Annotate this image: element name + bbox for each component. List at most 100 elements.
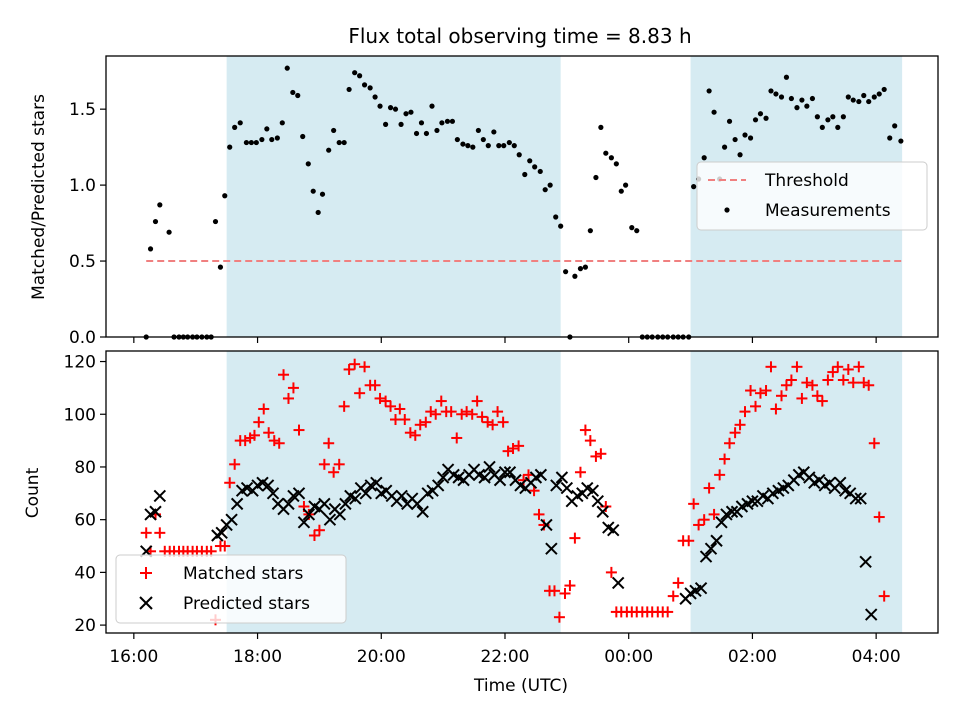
count-x-tick-label: 16:00 [109, 647, 158, 667]
predicted-star-point-b [431, 479, 445, 492]
matched-star-point [734, 419, 746, 431]
matched-star-point [750, 400, 762, 412]
matched-star-point [359, 361, 371, 373]
predicted-star-point-b [359, 487, 373, 500]
matched-star-point [873, 511, 885, 523]
predicted-star-point-b [436, 471, 450, 484]
matched-star-point [258, 403, 270, 415]
measurement-point [511, 143, 517, 149]
count-x-tick-label: 02:00 [728, 647, 777, 667]
legend-matched-label: Matched stars [183, 564, 303, 584]
measurement-point [336, 139, 342, 146]
measurement-point [315, 209, 321, 216]
measurement-point [752, 117, 759, 123]
predicted-star-point-b [498, 466, 512, 479]
measurement-point [377, 103, 383, 109]
predicted-star-point [395, 489, 408, 503]
measurement-point [876, 91, 882, 97]
measurement-point [871, 94, 877, 100]
predicted-star-point-b [282, 497, 295, 511]
matched-star-point [605, 566, 617, 578]
measurement-point [480, 136, 486, 143]
matched-star-point [533, 508, 545, 520]
measurement-point [742, 132, 748, 138]
matched-star-point [878, 590, 890, 602]
measurement-point [603, 150, 609, 156]
predicted-star-point [607, 524, 620, 537]
legend-predicted-swatch [139, 596, 153, 610]
predicted-star-point [540, 518, 553, 532]
measurement-point [248, 139, 254, 146]
matched-star-point [765, 361, 777, 373]
measurement-point [732, 136, 738, 143]
matched-star-point [796, 392, 808, 404]
predicted-star-point [715, 516, 728, 529]
measurement-point [819, 124, 825, 130]
count-x-tick-label: 04:00 [852, 647, 901, 667]
measurement-point [881, 86, 887, 93]
predicted-star-point-b [607, 524, 620, 537]
ratio-y-axis-label: Matched/Predicted stars [29, 94, 49, 300]
predicted-star-point-b [859, 555, 872, 569]
predicted-star-point [493, 473, 507, 487]
measurement-point [757, 111, 764, 117]
matched-star-point [430, 408, 442, 420]
predicted-star-point [854, 492, 867, 505]
measurement-point [840, 114, 846, 120]
predicted-star-point-b [514, 479, 527, 492]
matched-star-point [775, 390, 787, 402]
predicted-star-point [591, 495, 604, 508]
predicted-star-point [416, 505, 429, 518]
measurement-point [269, 136, 275, 143]
measurement-point [527, 158, 533, 164]
predicted-star-point-b [611, 576, 625, 590]
ratio-y-tick-label: 1.5 [69, 100, 96, 120]
measurement-point [408, 109, 414, 115]
matched-star-point [323, 437, 335, 449]
matched-star-point [662, 606, 674, 618]
matched-star-point [308, 529, 320, 541]
predicted-star-point [849, 492, 862, 505]
predicted-star-point-b [746, 495, 759, 508]
legend-matched-swatch [140, 567, 152, 579]
count-y-tick-label: 80 [74, 458, 96, 478]
matched-star-point [471, 395, 483, 407]
matched-star-point [574, 466, 586, 478]
predicted-star-point-b [447, 468, 460, 482]
predicted-star-point-b [256, 476, 269, 489]
predicted-star-point [503, 466, 517, 479]
predicted-star-point [359, 487, 373, 500]
predicted-star-point [596, 505, 609, 518]
measurement-point [634, 228, 640, 234]
measurement-point [892, 123, 898, 129]
matched-star-point [853, 361, 865, 373]
measurement-point [887, 135, 893, 141]
measurement-point [587, 228, 593, 234]
predicted-star-point [266, 487, 280, 500]
measurement-point [582, 264, 589, 270]
matched-star-point [287, 382, 299, 394]
predicted-star-point-b [596, 505, 609, 518]
measurement-point [305, 161, 311, 167]
measurement-point [284, 65, 290, 71]
measurement-point [475, 127, 481, 134]
predicted-star-point-b [240, 481, 254, 495]
predicted-star-point [710, 534, 723, 547]
measurement-point [794, 105, 800, 111]
matched-star-point [569, 532, 581, 544]
measurement-point [279, 120, 285, 126]
measurement-point [310, 188, 316, 194]
measurement-point [387, 105, 394, 111]
predicted-star-point [297, 516, 311, 529]
predicted-star-point-b [416, 505, 429, 518]
measurement-point [516, 152, 522, 158]
matched-star-point [785, 374, 797, 386]
matched-star-point [354, 387, 366, 399]
matched-star-point [374, 392, 386, 404]
matched-star-point [822, 374, 834, 386]
predicted-star-point-b [694, 581, 708, 595]
matched-star-point [445, 406, 457, 418]
measurement-point [147, 246, 154, 252]
measurement-point [501, 143, 507, 149]
